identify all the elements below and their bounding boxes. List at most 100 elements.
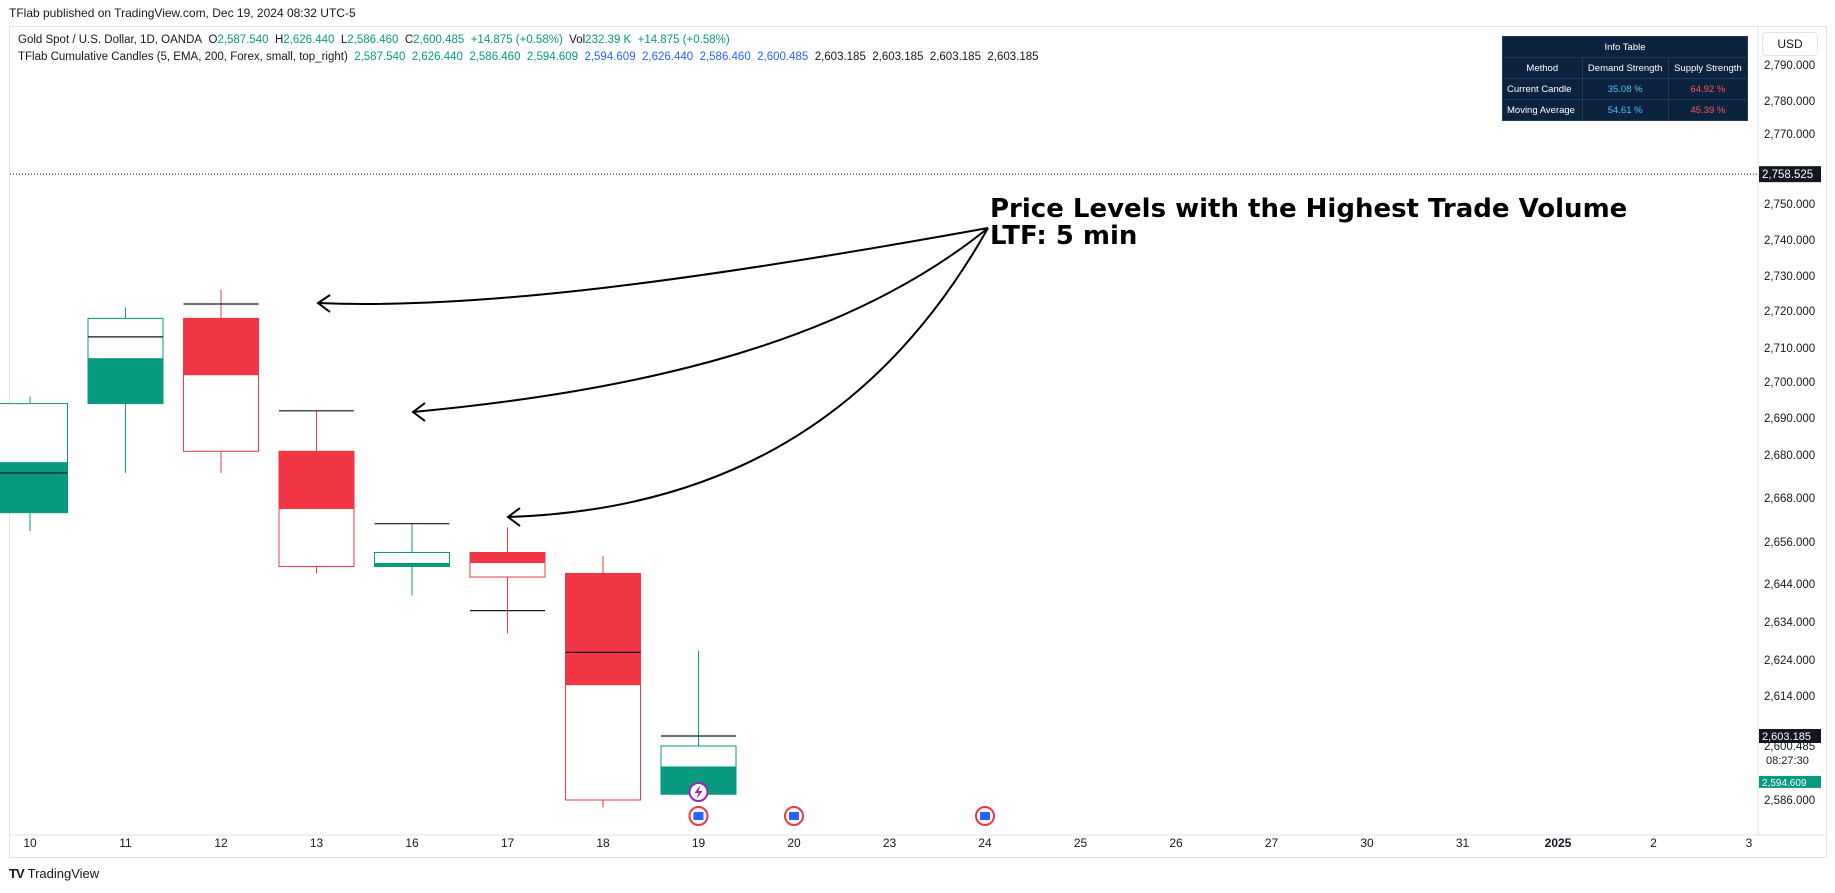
candle-fill [279, 451, 354, 509]
indicator-value: 2,600.485 [757, 51, 809, 63]
x-tick-label: 16 [405, 836, 419, 850]
open-value: 2,587.540 [217, 34, 269, 46]
indicator-value: 2,626.440 [642, 51, 694, 63]
x-tick-label: 31 [1456, 836, 1470, 850]
us-flag-icon [980, 812, 990, 820]
annotation-line-1: Price Levels with the Highest Trade Volu… [990, 194, 1628, 224]
symbol-legend: Gold Spot / U.S. Dollar, 1D, OANDA O2,58… [18, 34, 730, 46]
info-table: Info Table Method Demand Strength Supply… [1502, 36, 1749, 121]
arrowhead [506, 507, 521, 527]
annotation-line-2: LTF: 5 min [990, 221, 1138, 251]
x-tick-label: 24 [978, 836, 992, 850]
x-tick-label: 10 [23, 836, 37, 850]
x-tick-label: 25 [1074, 836, 1088, 850]
y-tick-label: 2,690.000 [1764, 413, 1815, 425]
tradingview-brand: TradingView [27, 866, 100, 881]
annotation-text: Price Levels with the Highest Trade Volu… [990, 196, 1627, 250]
candle [278, 410, 355, 574]
y-tick-label: 2,600.485 [1764, 741, 1815, 753]
tradingview-logo-icon: TV [9, 866, 25, 881]
indicator-value: 2,626.440 [411, 51, 463, 63]
indicator-name[interactable]: TFlab Cumulative Candles (5, EMA, 200, F… [18, 51, 348, 63]
arrow-curve [317, 227, 989, 305]
x-tick-label: 19 [692, 836, 706, 850]
indicator-value: 2,586.460 [469, 51, 521, 63]
x-tick-label: 30 [1360, 836, 1374, 850]
y-tick-label: 2,644.000 [1764, 579, 1815, 591]
y-tick-label: 2,750.000 [1764, 199, 1815, 211]
candle-fill [374, 563, 450, 567]
y-tick-label: 2,770.000 [1764, 129, 1815, 141]
us-flag-icon [789, 812, 799, 820]
y-tick-label: 2,720.000 [1764, 306, 1815, 318]
y-tick-label: 2,614.000 [1764, 691, 1815, 703]
y-tick-label: 2,634.000 [1764, 617, 1815, 629]
candle [469, 527, 546, 634]
indicator-value: 2,594.609 [584, 51, 636, 63]
info-row-demand: 54.61 % [1581, 99, 1669, 121]
arrow-curve [507, 227, 989, 518]
candle-fill [88, 358, 163, 404]
x-tick-label: 12 [214, 836, 228, 850]
price-line-label: 2,758.525 [1762, 169, 1813, 181]
currency-button[interactable]: USD [1762, 32, 1818, 56]
y-tick-label: 2,680.000 [1764, 450, 1815, 462]
info-row-demand: 35.08 % [1581, 78, 1669, 100]
indicator-legend: TFlab Cumulative Candles (5, EMA, 200, F… [18, 51, 1039, 63]
indicator-value: 2,594.609 [526, 51, 579, 63]
x-tick-label: 23 [883, 836, 897, 850]
info-header-supply: Supply Strength [1667, 57, 1749, 79]
candle-fill [183, 318, 259, 376]
volume-change: +14.875 (+0.58%) [637, 34, 730, 46]
indicator-value: 2,603.185 [987, 51, 1039, 63]
candle-fill [470, 552, 545, 563]
info-table-title: Info Table [1502, 36, 1748, 58]
arrow-curve [412, 227, 989, 413]
indicator-value: 2,587.540 [354, 51, 406, 63]
info-row-supply: 64.92 % [1667, 78, 1749, 100]
x-tick-label: 13 [310, 836, 324, 850]
y-tick-label: 2,730.000 [1764, 271, 1815, 283]
candle [374, 523, 450, 596]
y-tick-label: 2,656.000 [1764, 537, 1815, 549]
poc-badge-label: 2,603.185 [1762, 731, 1811, 743]
lightning-icon [694, 785, 703, 799]
y-tick-label: 2,586.000 [1764, 795, 1815, 807]
countdown-label: 08:27:30 [1766, 755, 1809, 767]
price-line-badge [1759, 166, 1821, 183]
high-value: 2,626.440 [283, 34, 335, 46]
y-tick-label: 2,668.000 [1764, 493, 1815, 505]
high-label: H [274, 34, 284, 46]
x-tick-label: 20 [787, 836, 801, 850]
y-tick-label: 2,710.000 [1764, 343, 1815, 355]
info-header-demand: Demand Strength [1581, 57, 1669, 79]
info-row-supply: 45.39 % [1667, 99, 1749, 121]
open-label: O [208, 34, 218, 46]
bid-badge [1759, 775, 1821, 788]
indicator-value: 2,603.185 [872, 51, 924, 63]
volume-value: 232.39 K [585, 34, 632, 46]
candle [565, 556, 641, 808]
info-header-method: Method [1502, 57, 1583, 79]
us-flag-icon [693, 812, 704, 820]
x-tick-label: 2025 [1545, 836, 1572, 850]
candle [660, 650, 737, 799]
volume-label: Vol [569, 34, 586, 46]
x-tick-label: 18 [596, 836, 610, 850]
x-tick-label: 26 [1169, 836, 1183, 850]
y-tick-label: 2,624.000 [1764, 655, 1815, 667]
symbol-name[interactable]: Gold Spot / U.S. Dollar, 1D, OANDA [18, 34, 203, 46]
change-value: +14.875 (+0.58%) [470, 34, 563, 46]
info-row-method: Moving Average [1502, 99, 1583, 121]
candle [183, 290, 259, 473]
x-tick-label: 2 [1650, 836, 1657, 850]
poc-badge [1759, 729, 1821, 744]
x-tick-label: 11 [119, 836, 132, 850]
annotation-arrows [316, 227, 989, 527]
close-label: C [404, 34, 414, 46]
tradingview-footer[interactable]: TV TradingView [9, 866, 99, 881]
y-tick-label: 2,740.000 [1764, 235, 1815, 247]
indicator-value: 2,603.185 [929, 51, 981, 63]
bid-badge-label: 2,594.609 [1762, 778, 1807, 789]
